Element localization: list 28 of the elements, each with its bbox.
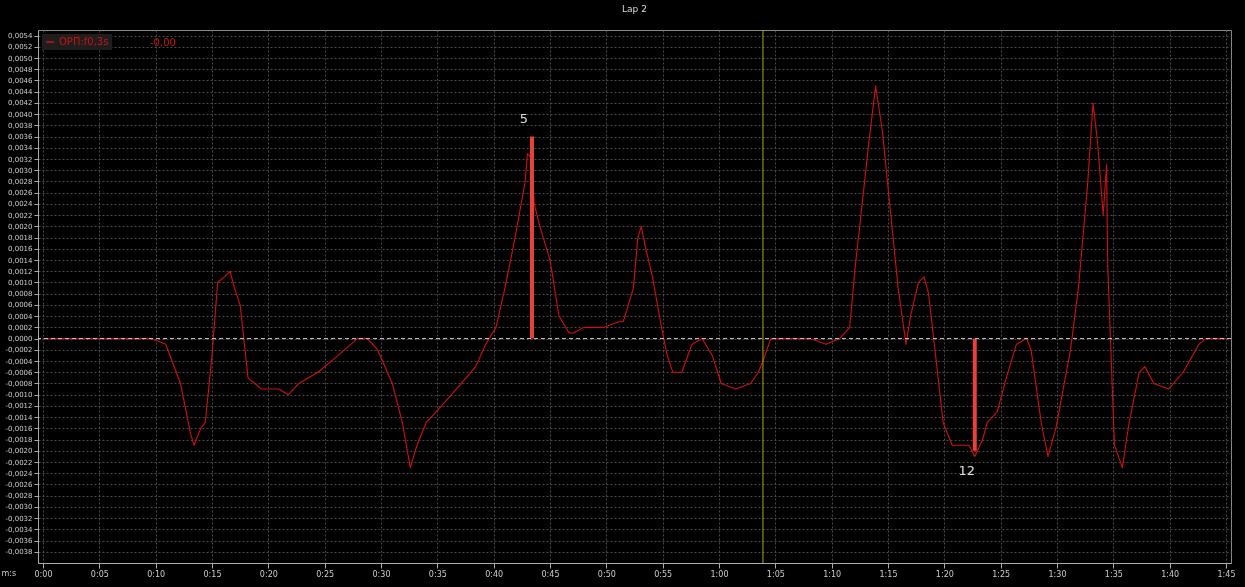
x-tick-label: 1:35 xyxy=(1104,569,1123,579)
annotation: -0,00 xyxy=(150,37,176,48)
x-tick-label: 1:45 xyxy=(1217,569,1236,579)
x-tick-label: 0:35 xyxy=(428,569,447,579)
x-tick-label: 0:25 xyxy=(316,569,335,579)
chart-title: Lap 2 xyxy=(622,3,647,14)
x-tick-label: 0:20 xyxy=(259,569,278,579)
x-tick-label: 0:15 xyxy=(203,569,222,579)
x-tick-label: 0:10 xyxy=(147,569,166,579)
annotation: 12 xyxy=(958,462,976,478)
legend-label: ОРП:f0,3s xyxy=(59,36,109,47)
x-tick-label: 0:30 xyxy=(372,569,391,579)
x-tick-label: 1:05 xyxy=(766,569,785,579)
x-tick-label: 1:10 xyxy=(823,569,842,579)
x-tick-label: 1:15 xyxy=(879,569,898,579)
x-tick-label: 1:00 xyxy=(710,569,729,579)
annotation: 5 xyxy=(519,110,529,126)
x-tick-label: 1:25 xyxy=(992,569,1011,579)
x-tick-label: 0:50 xyxy=(597,569,616,579)
x-tick-label: 1:20 xyxy=(935,569,954,579)
x-tick-label: 1:40 xyxy=(1161,569,1180,579)
x-tick-label: 1:30 xyxy=(1048,569,1067,579)
x-tick-label: 0:00 xyxy=(34,569,53,579)
x-tick-label: 0:40 xyxy=(485,569,504,579)
x-tick-label: 0:55 xyxy=(654,569,673,579)
x-tick-label: 0:45 xyxy=(541,569,560,579)
x-axis-title: m:s xyxy=(1,568,17,578)
x-tick-label: 0:05 xyxy=(90,569,109,579)
